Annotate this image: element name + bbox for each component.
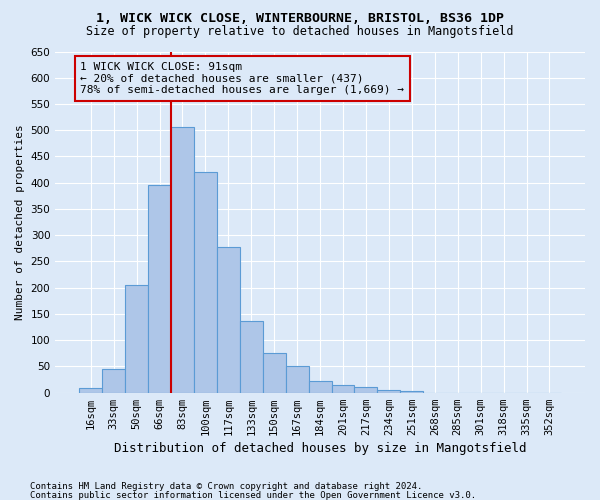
Text: Contains HM Land Registry data © Crown copyright and database right 2024.: Contains HM Land Registry data © Crown c…	[30, 482, 422, 491]
Bar	[125, 285, 148, 393]
Bar	[148, 186, 171, 392]
Bar	[332, 385, 355, 392]
Text: Contains public sector information licensed under the Open Government Licence v3: Contains public sector information licen…	[30, 490, 476, 500]
Bar	[102, 369, 125, 392]
Bar	[308, 381, 332, 392]
Bar	[217, 247, 240, 392]
Y-axis label: Number of detached properties: Number of detached properties	[15, 124, 25, 320]
Bar	[400, 391, 423, 392]
Text: 1, WICK WICK CLOSE, WINTERBOURNE, BRISTOL, BS36 1DP: 1, WICK WICK CLOSE, WINTERBOURNE, BRISTO…	[96, 12, 504, 26]
Bar	[171, 126, 194, 392]
Bar	[79, 388, 102, 392]
Bar	[377, 390, 400, 392]
Bar	[355, 388, 377, 392]
Bar	[194, 172, 217, 392]
Text: Size of property relative to detached houses in Mangotsfield: Size of property relative to detached ho…	[86, 25, 514, 38]
X-axis label: Distribution of detached houses by size in Mangotsfield: Distribution of detached houses by size …	[114, 442, 526, 455]
Bar	[286, 366, 308, 392]
Bar	[263, 354, 286, 393]
Bar	[240, 321, 263, 392]
Text: 1 WICK WICK CLOSE: 91sqm
← 20% of detached houses are smaller (437)
78% of semi-: 1 WICK WICK CLOSE: 91sqm ← 20% of detach…	[80, 62, 404, 95]
